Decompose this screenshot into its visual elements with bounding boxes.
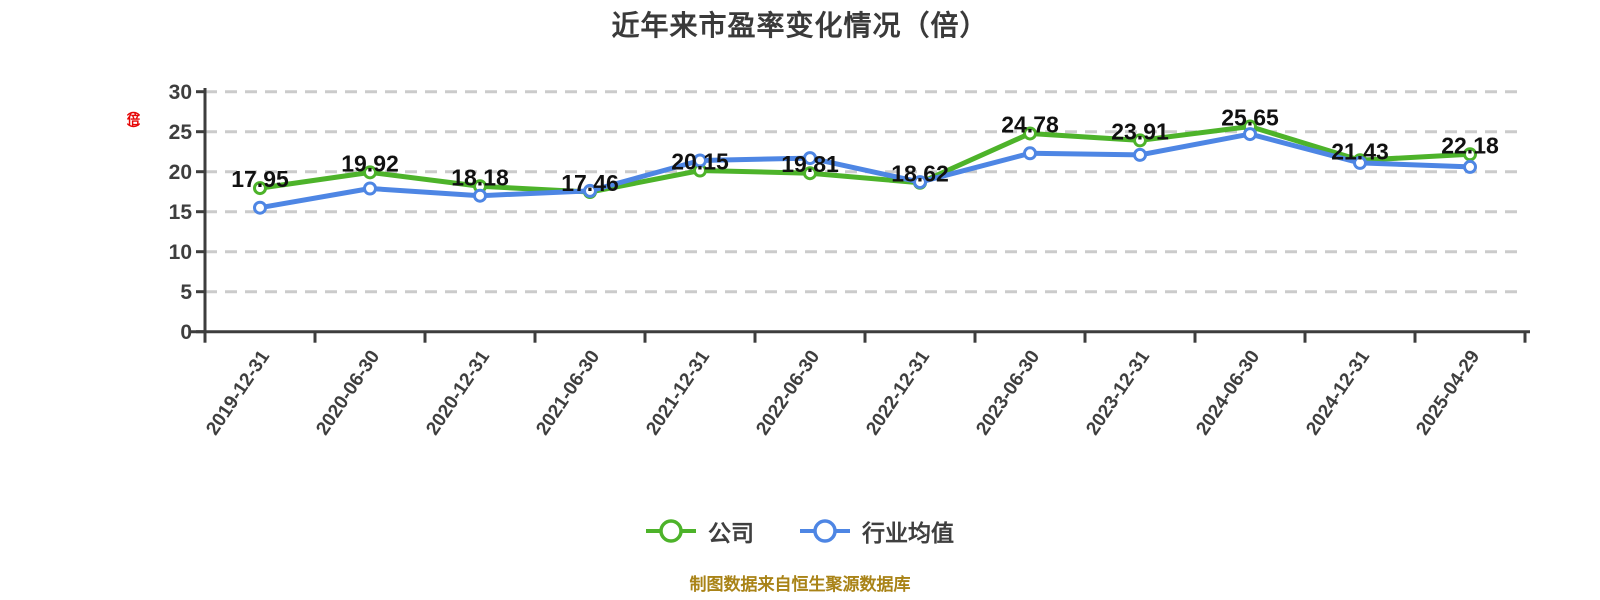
x-tick-label: 2021-06-30 [532,347,604,439]
industry-data-point[interactable] [583,183,597,198]
data-point-label: 17.46 [561,170,619,196]
data-point-label: 22.18 [1441,132,1499,158]
x-tick-label: 2022-06-30 [752,347,824,439]
company-data-point[interactable] [803,166,817,181]
industry-data-point[interactable] [693,153,707,168]
data-point-label: 23.91 [1111,118,1169,144]
company-data-point[interactable] [1133,133,1147,148]
industry-data-point[interactable] [1023,146,1037,161]
company-data-point[interactable] [1023,126,1037,141]
x-tick-label: 2020-06-30 [312,347,384,439]
data-source-note: 制图数据来自恒生聚源数据库 [689,575,911,594]
data-point-label: 17.95 [231,166,289,192]
legend-item-industry-average[interactable]: 行业均值 [800,514,954,548]
x-tick-label: 2024-12-31 [1302,346,1374,439]
data-point-label: 19.81 [781,151,839,177]
industry-data-point[interactable] [1353,155,1367,170]
legend-marker-industry-icon [800,519,850,543]
x-tick-label: 2021-12-31 [642,346,714,439]
x-tick-label: 2024-06-30 [1192,347,1264,439]
x-tick-label: 2023-06-30 [972,347,1044,439]
industry-data-point[interactable] [1463,159,1477,174]
data-point-label: 18.18 [451,164,509,190]
x-tick-label: 2025-04-29 [1412,347,1484,439]
x-tick-label: 2023-12-31 [1082,346,1154,439]
legend-label-company: 公司 [708,520,754,546]
data-point-label: 18.62 [891,161,949,187]
industry-data-point[interactable] [363,181,377,196]
y-tick-label: 0 [180,321,192,344]
chart-legend: 公司 行业均值 [0,514,1600,548]
company-data-point[interactable] [253,181,267,196]
industry-data-point[interactable] [803,151,817,166]
y-tick-label: 15 [169,201,193,224]
x-tick-label: 2022-12-31 [862,346,934,439]
legend-marker-company-icon [646,519,696,543]
y-tick-label: 20 [169,161,192,184]
data-point-label: 24.78 [1001,111,1059,137]
industry-data-point[interactable] [1133,147,1147,162]
y-axis-unit-label: （倍） [125,103,140,133]
data-point-label: 19.92 [341,150,399,176]
y-tick-label: 10 [169,241,192,264]
industry-data-point[interactable] [473,188,487,203]
data-point-label: 20.15 [671,149,729,175]
company-line [257,124,1473,195]
industry-data-point[interactable] [1243,127,1257,142]
y-tick-label: 25 [169,121,193,144]
x-tick-label: 2020-12-31 [422,346,494,439]
company-data-point[interactable] [363,165,377,180]
legend-label-industry-average: 行业均值 [862,520,954,546]
industry-average-line [257,131,1473,211]
x-tick-label: 2019-12-31 [202,346,274,439]
company-data-point[interactable] [1463,147,1477,162]
chart-title: 近年来市盈率变化情况（倍） [611,10,989,41]
y-tick-label: 5 [180,281,192,304]
data-point-label: 21.43 [1331,138,1389,164]
y-tick-label: 30 [169,81,192,104]
data-point-label: 25.65 [1221,105,1279,131]
industry-data-point[interactable] [253,200,267,215]
industry-data-point[interactable] [913,175,927,190]
legend-item-company[interactable]: 公司 [646,514,754,548]
